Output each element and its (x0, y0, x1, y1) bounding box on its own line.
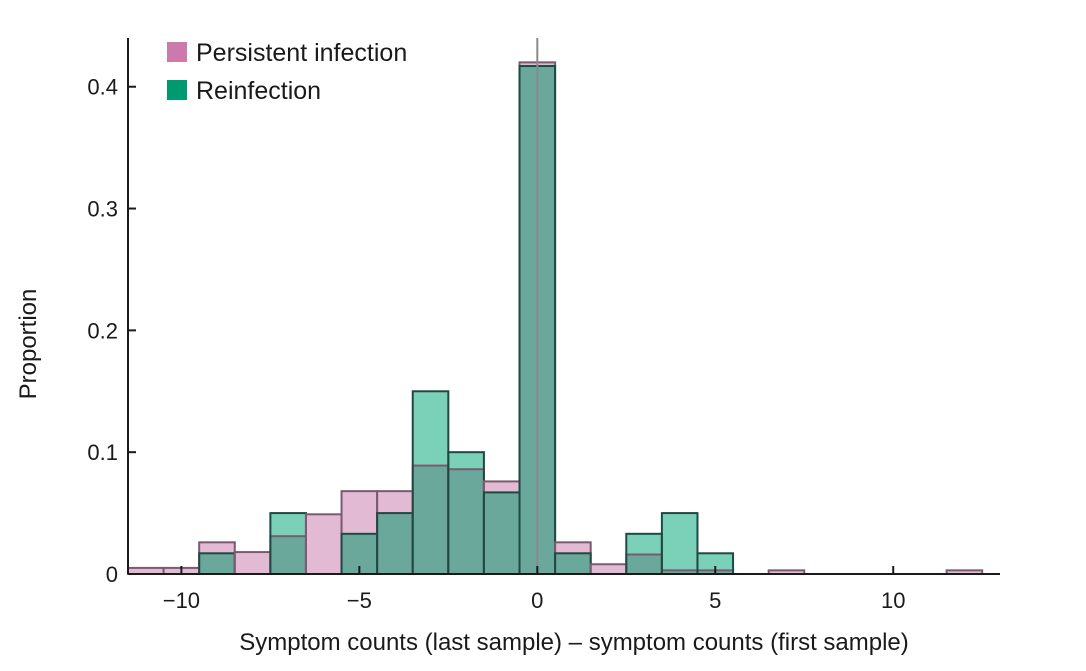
bar-overlap-bin--4 (377, 513, 413, 574)
ticks-layer: −10 −5 0 5 10 0 0.1 0.2 0.3 0.4 (87, 75, 905, 613)
legend: Persistent infection Reinfection (167, 39, 407, 105)
bars-layer (127, 61, 984, 576)
x-tick-label: 0 (531, 588, 543, 613)
y-axis-title: Proportion (15, 289, 42, 400)
bar-reinfection-bin-5 (697, 553, 734, 571)
bar-overlap-bin--1 (483, 492, 520, 574)
x-tick-label: 5 (709, 588, 721, 613)
bar-persistent-bin--8 (234, 552, 271, 574)
y-tick-label: 0.3 (87, 197, 118, 222)
y-tick-label: 0.1 (87, 440, 118, 465)
bar-persistent-bin--9 (199, 542, 235, 554)
x-tick-label: 10 (881, 588, 905, 613)
y-tick-label: 0.2 (87, 318, 118, 343)
bar-persistent-bin-12 (946, 570, 983, 574)
bar-overlap-bin-1 (555, 553, 591, 574)
bar-persistent-bin--5 (341, 491, 378, 534)
bar-overlap-bin-4 (661, 570, 698, 574)
bar-overlap-bin--3 (412, 465, 449, 574)
bar-reinfection-bin--2 (448, 452, 484, 470)
legend-label-reinfection: Reinfection (196, 77, 321, 105)
bar-overlap-bin--7 (270, 536, 306, 574)
bar-reinfection-bin-3 (626, 533, 662, 555)
legend-swatch-persistent-infection (167, 42, 187, 62)
bar-persistent-bin--11 (128, 567, 164, 574)
bar-persistent-bin--6 (305, 514, 342, 574)
bar-overlap-bin--2 (448, 469, 484, 574)
bar-persistent-bin-2 (590, 564, 627, 574)
bar-persistent-bin-7 (768, 570, 805, 574)
y-tick-label: 0 (106, 562, 118, 587)
bar-overlap-bin-3 (626, 554, 662, 574)
x-axis-title: Symptom counts (last sample) – symptom c… (239, 629, 909, 656)
bar-persistent-bin--4 (377, 491, 413, 514)
y-tick-label: 0.4 (87, 75, 118, 100)
bar-reinfection-bin--3 (412, 391, 449, 466)
bar-reinfection-bin-4 (661, 513, 698, 571)
bar-persistent-bin--1 (483, 481, 520, 493)
x-tick-label: −10 (163, 588, 200, 613)
bar-reinfection-bin--7 (270, 513, 306, 537)
bar-overlap-bin--9 (199, 553, 235, 574)
bar-persistent-bin-1 (555, 542, 591, 554)
legend-label-persistent-infection: Persistent infection (196, 39, 407, 67)
x-tick-label: −5 (347, 588, 372, 613)
legend-swatch-reinfection (167, 80, 187, 100)
